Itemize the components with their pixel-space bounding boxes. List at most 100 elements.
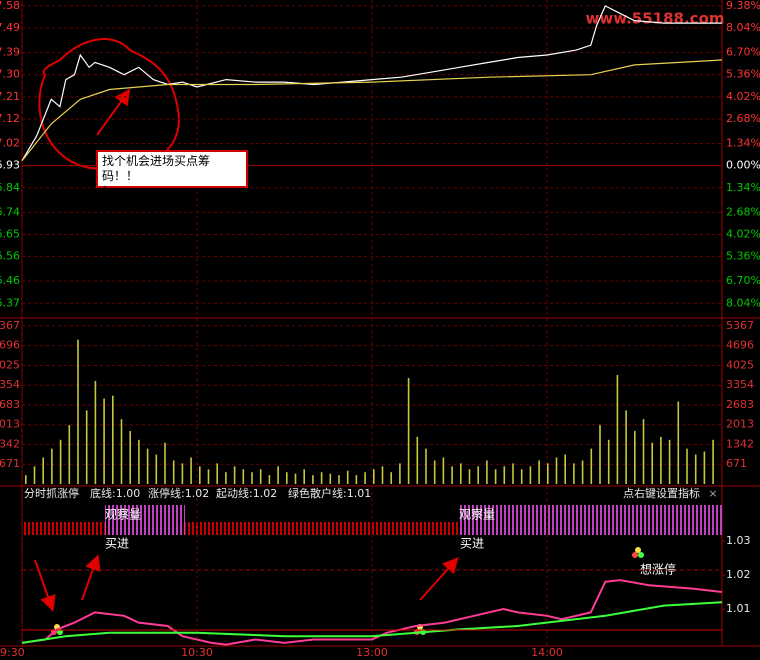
- volume-bar: [460, 463, 462, 484]
- volume-bar: [190, 457, 192, 484]
- volume-bar: [138, 439, 140, 484]
- indicator-title: 分时抓涨停: [24, 486, 79, 500]
- volume-bar: [320, 472, 323, 484]
- volume-bar: [512, 463, 514, 484]
- volume-bar: [634, 430, 636, 484]
- volume-bar: [120, 419, 123, 484]
- y-tick-label: 7.49: [0, 21, 20, 34]
- volume-bar: [25, 475, 27, 484]
- series-line: [21, 601, 723, 644]
- volume-bar: [207, 469, 210, 484]
- y2-tick-label: 5.36%: [726, 68, 760, 81]
- volume-bar: [477, 466, 479, 484]
- y2-tick-label: 0.00%: [726, 159, 760, 172]
- volume-bar: [42, 457, 44, 484]
- y2-tick-label: 6.70%: [726, 46, 760, 59]
- volume-bar: [346, 470, 349, 484]
- y-tick-label: 7.21: [0, 90, 20, 103]
- x-tick-label: 9:30: [0, 646, 25, 659]
- volume-bar: [373, 469, 375, 484]
- y-tick-label: 2683: [0, 398, 20, 411]
- y-tick-label: 7.02: [0, 137, 20, 150]
- y-tick-label: 7.12: [0, 112, 20, 125]
- volume-bar: [146, 448, 149, 484]
- indicator-param: 起动线:1.02: [216, 486, 277, 500]
- y2-tick-label: 4025: [726, 358, 754, 371]
- volume-bar: [259, 469, 262, 484]
- volume-bar: [573, 463, 575, 484]
- y-tick-label: 3354: [0, 378, 20, 391]
- volume-bar: [286, 472, 288, 484]
- signal-label: 买进: [460, 537, 484, 551]
- y2-tick-label: 5.36%: [726, 250, 760, 263]
- y-tick-label: 2013: [0, 418, 20, 431]
- highlights: [34, 38, 459, 612]
- volume-bar: [164, 442, 166, 484]
- volume-bar: [529, 466, 532, 484]
- y-tick-label: 671: [0, 457, 20, 470]
- y2-tick-label: 6.70%: [726, 274, 760, 287]
- y2-tick-label: 4.02%: [726, 227, 760, 240]
- x-tick-label: 13:00: [356, 646, 388, 659]
- y-tick-label: 7.30: [0, 68, 20, 81]
- volume-bar: [494, 469, 497, 484]
- callout: 找个机会进场买点筹码！！ ！: [96, 150, 248, 198]
- volume-bar: [381, 466, 384, 484]
- volume-bar: [564, 454, 566, 484]
- y2-tick-label: 2.68%: [726, 112, 760, 125]
- volume-bar: [129, 430, 131, 484]
- y-tick-label: 7.58: [0, 0, 20, 12]
- volume-bar: [242, 469, 245, 484]
- volume-bar: [442, 457, 445, 484]
- volume-bar: [547, 463, 549, 484]
- y2-tick-label: 5367: [726, 319, 754, 332]
- volume-bar: [468, 469, 471, 484]
- volume-bar: [520, 469, 523, 484]
- volume-bar: [155, 454, 158, 484]
- volume-bar: [33, 466, 36, 484]
- volume-bar: [625, 410, 627, 484]
- volume-bar: [486, 460, 488, 484]
- volume-bar: [172, 460, 175, 484]
- y-tick-label: 1342: [0, 437, 20, 450]
- volume-bar: [199, 466, 201, 484]
- y2-tick-label: 2.68%: [726, 205, 760, 218]
- volume-bar: [581, 460, 584, 484]
- volume-bar: [225, 472, 227, 484]
- volume-bar: [616, 375, 619, 484]
- y2-tick-label: 1.34%: [726, 137, 760, 150]
- volume-bar: [355, 475, 358, 484]
- x-tick-label: 14:00: [531, 646, 563, 659]
- volume-bar: [703, 451, 706, 484]
- y-tick-label: 5367: [0, 319, 20, 332]
- y-tick-label: 6.65: [0, 227, 20, 240]
- y-tick-label: 6.93: [0, 159, 20, 172]
- volume-bar: [599, 425, 601, 484]
- y2-tick-label: 1.01: [726, 602, 751, 615]
- x-tick-label: 10:30: [181, 646, 213, 659]
- signal-label: 观察量: [459, 508, 495, 522]
- volume-bar: [277, 466, 279, 484]
- volume-bar: [94, 380, 97, 484]
- y2-tick-label: 671: [726, 457, 747, 470]
- close-button[interactable]: ×: [708, 487, 717, 500]
- settings-link[interactable]: 点右键设置指标: [623, 486, 700, 500]
- volume-bar: [712, 439, 714, 484]
- volume-bar: [329, 473, 332, 484]
- y2-tick-label: 9.38%: [726, 0, 760, 12]
- volume-bar: [112, 395, 114, 484]
- y-tick-label: 6.84: [0, 181, 20, 194]
- volume-bar: [607, 439, 610, 484]
- signal-label: 买进: [105, 537, 129, 551]
- y2-tick-label: 8.04%: [726, 296, 760, 309]
- y-tick-label: 6.46: [0, 274, 20, 287]
- volume-bar: [555, 457, 558, 484]
- volume-bar: [425, 448, 427, 484]
- indicator-param: 涨停线:1.02: [148, 486, 209, 500]
- volume-bar: [233, 466, 236, 484]
- volume-bar: [686, 448, 688, 484]
- watermark: www.55188.com: [585, 10, 724, 28]
- volume-bar: [416, 436, 419, 484]
